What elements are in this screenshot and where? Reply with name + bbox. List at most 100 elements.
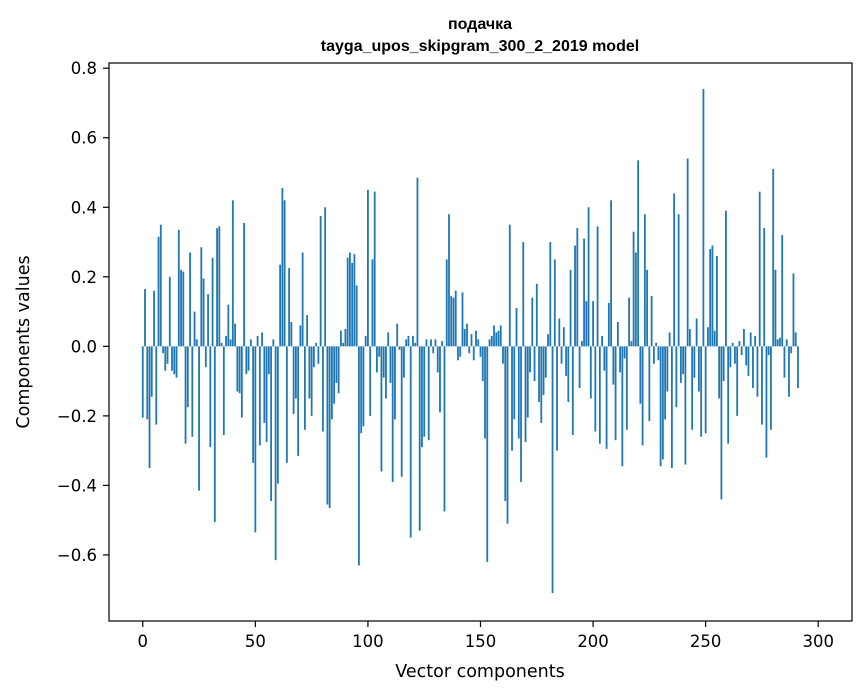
- y-axis-label: Components values: [14, 255, 34, 428]
- bar: [425, 339, 428, 347]
- bar: [285, 346, 288, 463]
- bar: [443, 346, 446, 512]
- bar: [362, 346, 365, 427]
- bar: [677, 214, 680, 347]
- bar: [587, 207, 590, 347]
- bar: [761, 346, 763, 425]
- bar: [355, 285, 358, 347]
- bar: [585, 301, 588, 347]
- bar: [506, 346, 509, 524]
- x-tick-label: 0: [138, 632, 149, 651]
- bar: [589, 346, 592, 399]
- bar: [436, 346, 439, 373]
- bar: [263, 346, 266, 423]
- bar: [321, 346, 324, 432]
- bar: [520, 346, 522, 482]
- bar: [180, 269, 182, 347]
- bar: [387, 332, 390, 347]
- bar: [324, 207, 327, 347]
- bar: [562, 327, 565, 347]
- bar: [614, 346, 617, 441]
- bar: [238, 346, 241, 394]
- bar: [752, 346, 754, 389]
- bar: [378, 346, 381, 357]
- bar: [763, 228, 766, 347]
- bar: [396, 323, 399, 347]
- bar: [643, 214, 646, 347]
- bar: [405, 339, 408, 347]
- bar: [389, 346, 392, 383]
- bar: [189, 252, 191, 347]
- bar: [684, 346, 687, 465]
- bar: [526, 346, 529, 418]
- bar: [756, 346, 759, 397]
- bar: [272, 339, 275, 347]
- bar: [533, 346, 536, 382]
- bar: [603, 346, 606, 371]
- bar: [328, 346, 331, 509]
- bar: [625, 346, 628, 430]
- bar: [470, 334, 473, 347]
- bar: [607, 302, 610, 347]
- bar: [394, 346, 396, 420]
- bar: [700, 346, 703, 437]
- bar: [670, 346, 673, 469]
- bar: [317, 346, 320, 364]
- bar: [459, 346, 462, 357]
- bar: [349, 252, 351, 347]
- bar: [637, 160, 640, 347]
- x-tick-label: 150: [465, 632, 497, 651]
- bar: [412, 335, 414, 347]
- bar: [200, 247, 203, 347]
- bar: [508, 224, 511, 347]
- bar: [578, 346, 581, 389]
- bar: [153, 290, 155, 347]
- bar: [659, 346, 662, 467]
- bar: [661, 346, 664, 460]
- bar: [157, 236, 160, 347]
- bar: [704, 346, 707, 434]
- bar: [634, 252, 637, 347]
- bar: [344, 328, 347, 347]
- bar: [164, 346, 167, 371]
- bar: [186, 346, 189, 408]
- bar: [682, 346, 685, 375]
- bar: [423, 346, 426, 437]
- bar: [418, 346, 421, 531]
- bar: [306, 315, 309, 347]
- bar: [596, 226, 599, 347]
- bar: [736, 346, 739, 416]
- bar: [421, 346, 423, 448]
- bar: [679, 346, 682, 383]
- bar: [560, 346, 563, 364]
- bar: [698, 346, 700, 392]
- bar: [758, 191, 761, 347]
- y-tick-label: 0.6: [71, 129, 97, 148]
- bar: [351, 262, 354, 347]
- bar: [270, 346, 273, 502]
- bar: [211, 257, 214, 347]
- bar: [511, 346, 513, 451]
- bar: [353, 254, 356, 347]
- bar: [403, 346, 405, 378]
- bar: [655, 342, 658, 347]
- bar: [785, 339, 788, 347]
- bar: [141, 346, 144, 418]
- bar: [668, 332, 671, 347]
- bar: [711, 245, 714, 347]
- bar: [297, 346, 300, 456]
- bar: [740, 346, 743, 356]
- bar: [547, 334, 549, 347]
- bar: [312, 346, 315, 368]
- bar: [358, 346, 360, 566]
- bar: [256, 335, 259, 347]
- bar: [556, 346, 558, 451]
- bar: [632, 231, 635, 347]
- bar: [481, 346, 484, 382]
- bar: [414, 342, 417, 347]
- bar: [497, 330, 500, 347]
- bar: [337, 346, 340, 394]
- bar: [515, 308, 518, 347]
- bar: [790, 346, 793, 354]
- bar: [502, 346, 504, 364]
